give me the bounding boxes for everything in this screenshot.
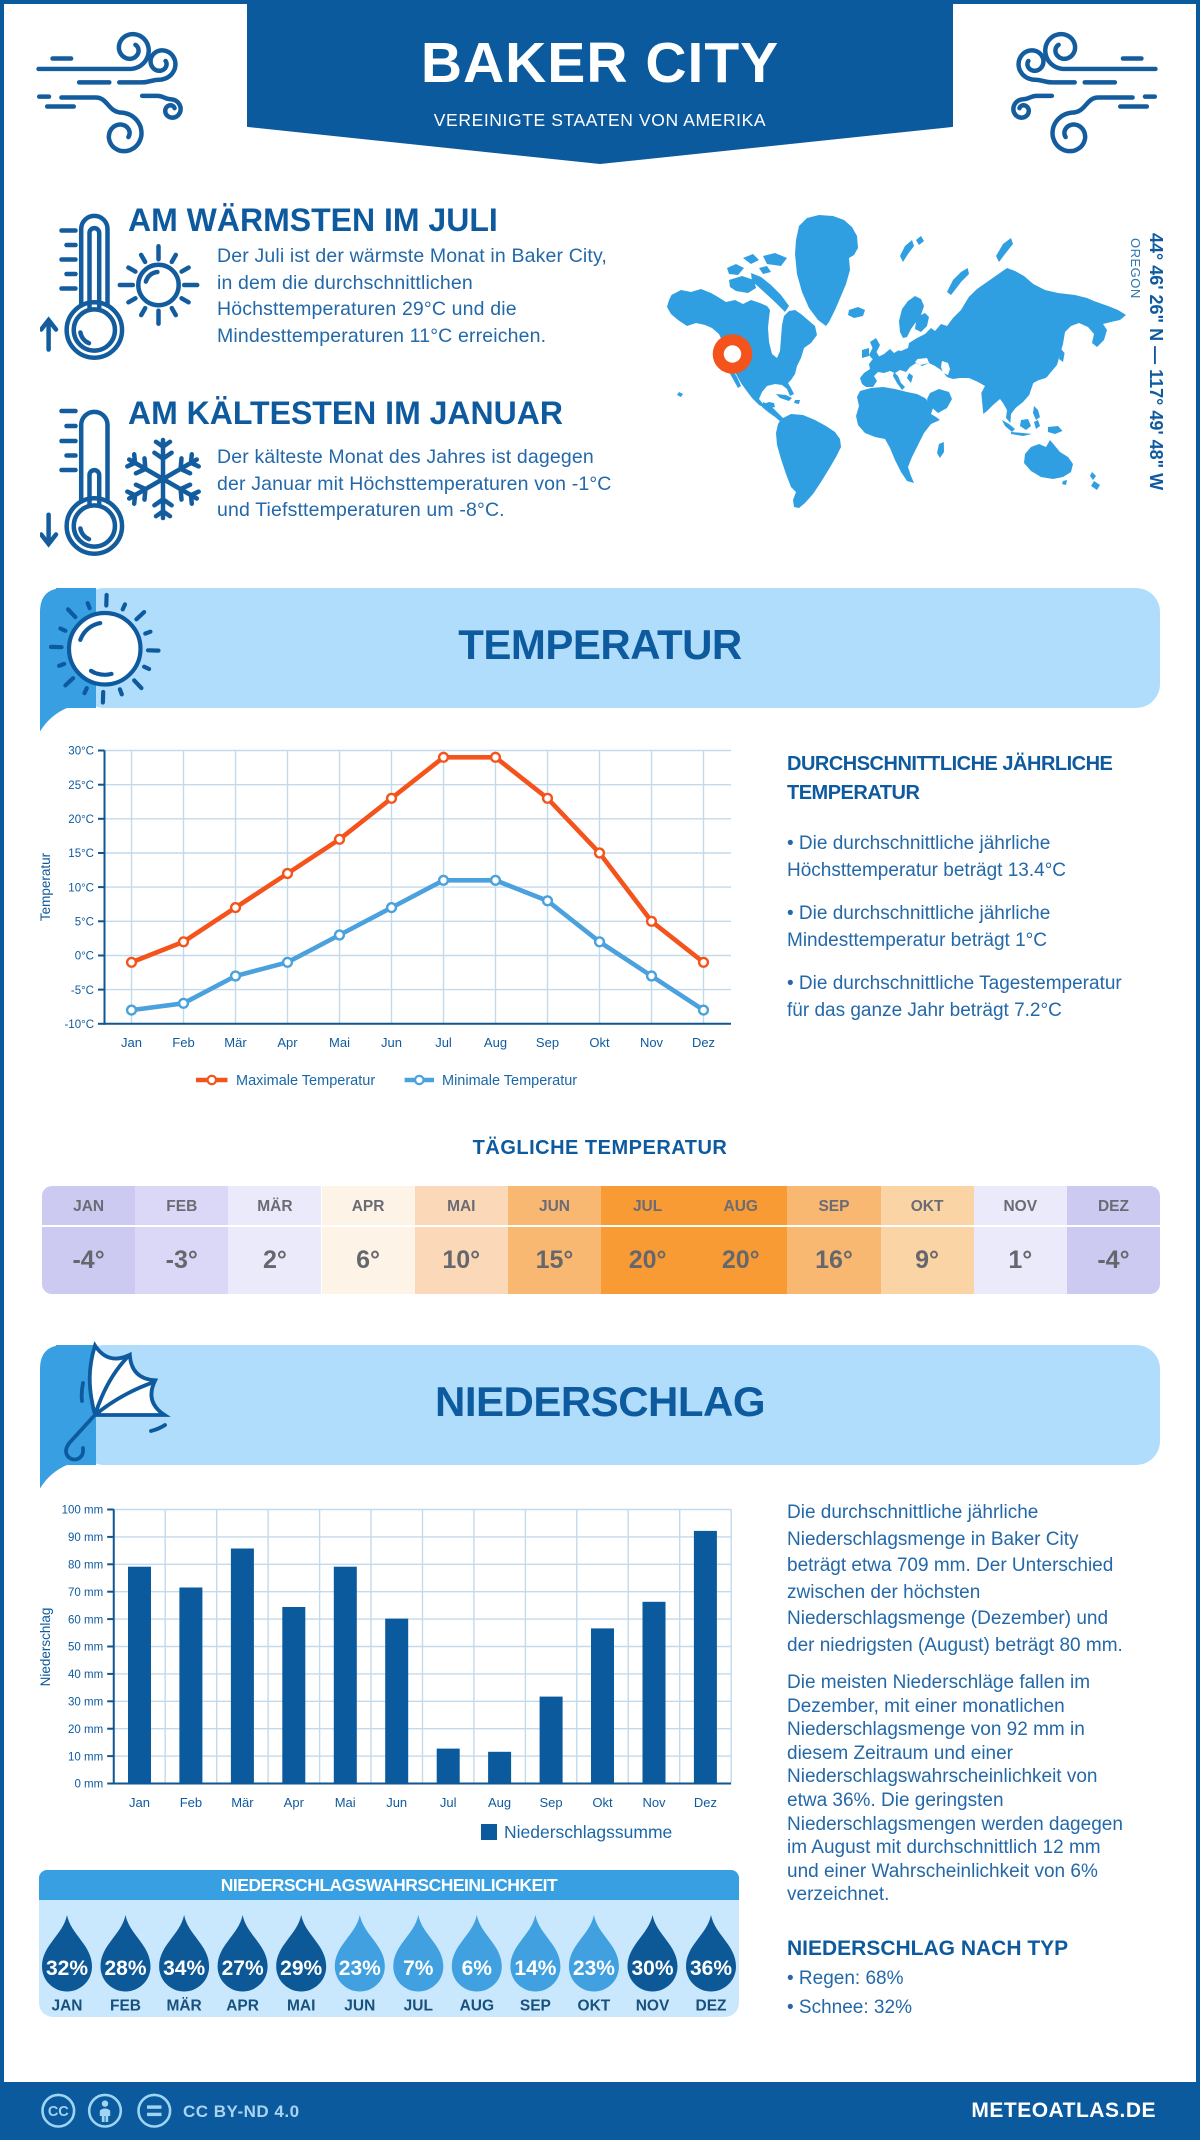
svg-text:23%: 23% [573,1957,615,1980]
svg-text:34%: 34% [163,1957,205,1980]
svg-text:Sep: Sep [536,1035,559,1050]
svg-text:Niederschlag: Niederschlag [40,1608,53,1687]
svg-text:Okt: Okt [592,1795,613,1810]
svg-text:MAI: MAI [287,1998,315,2015]
svg-text:25°C: 25°C [68,780,94,792]
svg-text:Minimale Temperatur: Minimale Temperatur [442,1073,577,1089]
svg-text:80 mm: 80 mm [68,1560,103,1572]
svg-text:JUL: JUL [404,1998,433,2015]
svg-text:Aug: Aug [484,1035,507,1050]
svg-text:Feb: Feb [180,1795,202,1810]
svg-text:10°C: 10°C [68,882,94,894]
svg-text:MÄR: MÄR [166,1998,201,2015]
svg-text:28%: 28% [104,1957,146,1980]
svg-text:Niederschlagssumme: Niederschlagssumme [504,1822,672,1842]
svg-text:Mär: Mär [231,1795,254,1810]
svg-text:DEZ: DEZ [696,1998,728,2015]
svg-text:60 mm: 60 mm [68,1614,103,1626]
svg-text:APR: APR [226,1998,259,2015]
svg-text:Mai: Mai [329,1035,350,1050]
svg-text:SEP: SEP [520,1998,551,2015]
svg-text:30°C: 30°C [68,746,94,758]
svg-text:FEB: FEB [110,1998,141,2015]
svg-text:Dez: Dez [692,1035,715,1050]
svg-text:NOV: NOV [636,1998,670,2015]
svg-text:Maximale Temperatur: Maximale Temperatur [236,1073,375,1089]
svg-text:Okt: Okt [589,1035,610,1050]
svg-text:Sep: Sep [540,1795,563,1810]
svg-text:Apr: Apr [284,1795,305,1810]
svg-text:30 mm: 30 mm [68,1697,103,1709]
svg-text:50 mm: 50 mm [68,1642,103,1654]
svg-text:6%: 6% [462,1957,493,1980]
svg-text:Jan: Jan [129,1795,150,1810]
svg-text:-5°C: -5°C [71,985,94,997]
svg-text:100 mm: 100 mm [62,1505,104,1517]
svg-text:CC: CC [48,2104,69,2120]
svg-text:14%: 14% [514,1957,556,1980]
svg-text:90 mm: 90 mm [68,1532,103,1544]
svg-text:10 mm: 10 mm [68,1751,103,1763]
svg-text:Feb: Feb [172,1035,194,1050]
svg-text:27%: 27% [222,1957,264,1980]
svg-text:Jul: Jul [440,1795,457,1810]
svg-text:5°C: 5°C [75,917,94,929]
svg-text:36%: 36% [690,1957,732,1980]
svg-text:Aug: Aug [488,1795,511,1810]
svg-text:15°C: 15°C [68,848,94,860]
svg-text:AUG: AUG [460,1998,494,2015]
svg-text:20 mm: 20 mm [68,1724,103,1736]
svg-text:29%: 29% [280,1957,322,1980]
svg-text:0 mm: 0 mm [74,1779,103,1791]
svg-text:Apr: Apr [277,1035,298,1050]
svg-text:7%: 7% [403,1957,434,1980]
svg-text:JUN: JUN [344,1998,375,2015]
svg-text:Jun: Jun [381,1035,402,1050]
svg-text:70 mm: 70 mm [68,1587,103,1599]
svg-text:40 mm: 40 mm [68,1669,103,1681]
svg-text:20°C: 20°C [68,814,94,826]
svg-text:32%: 32% [46,1957,88,1980]
svg-text:Mär: Mär [224,1035,247,1050]
svg-text:Jul: Jul [435,1035,452,1050]
svg-text:Nov: Nov [642,1795,666,1810]
svg-text:JAN: JAN [51,1998,82,2015]
svg-text:23%: 23% [339,1957,381,1980]
svg-text:30%: 30% [631,1957,673,1980]
svg-text:Temperatur: Temperatur [40,852,53,921]
svg-text:Jan: Jan [121,1035,142,1050]
svg-text:-10°C: -10°C [64,1019,94,1031]
svg-text:0°C: 0°C [75,951,94,963]
svg-text:Mai: Mai [335,1795,356,1810]
svg-text:Dez: Dez [694,1795,717,1810]
svg-text:OKT: OKT [578,1998,611,2015]
svg-text:Nov: Nov [640,1035,664,1050]
svg-text:Jun: Jun [386,1795,407,1810]
